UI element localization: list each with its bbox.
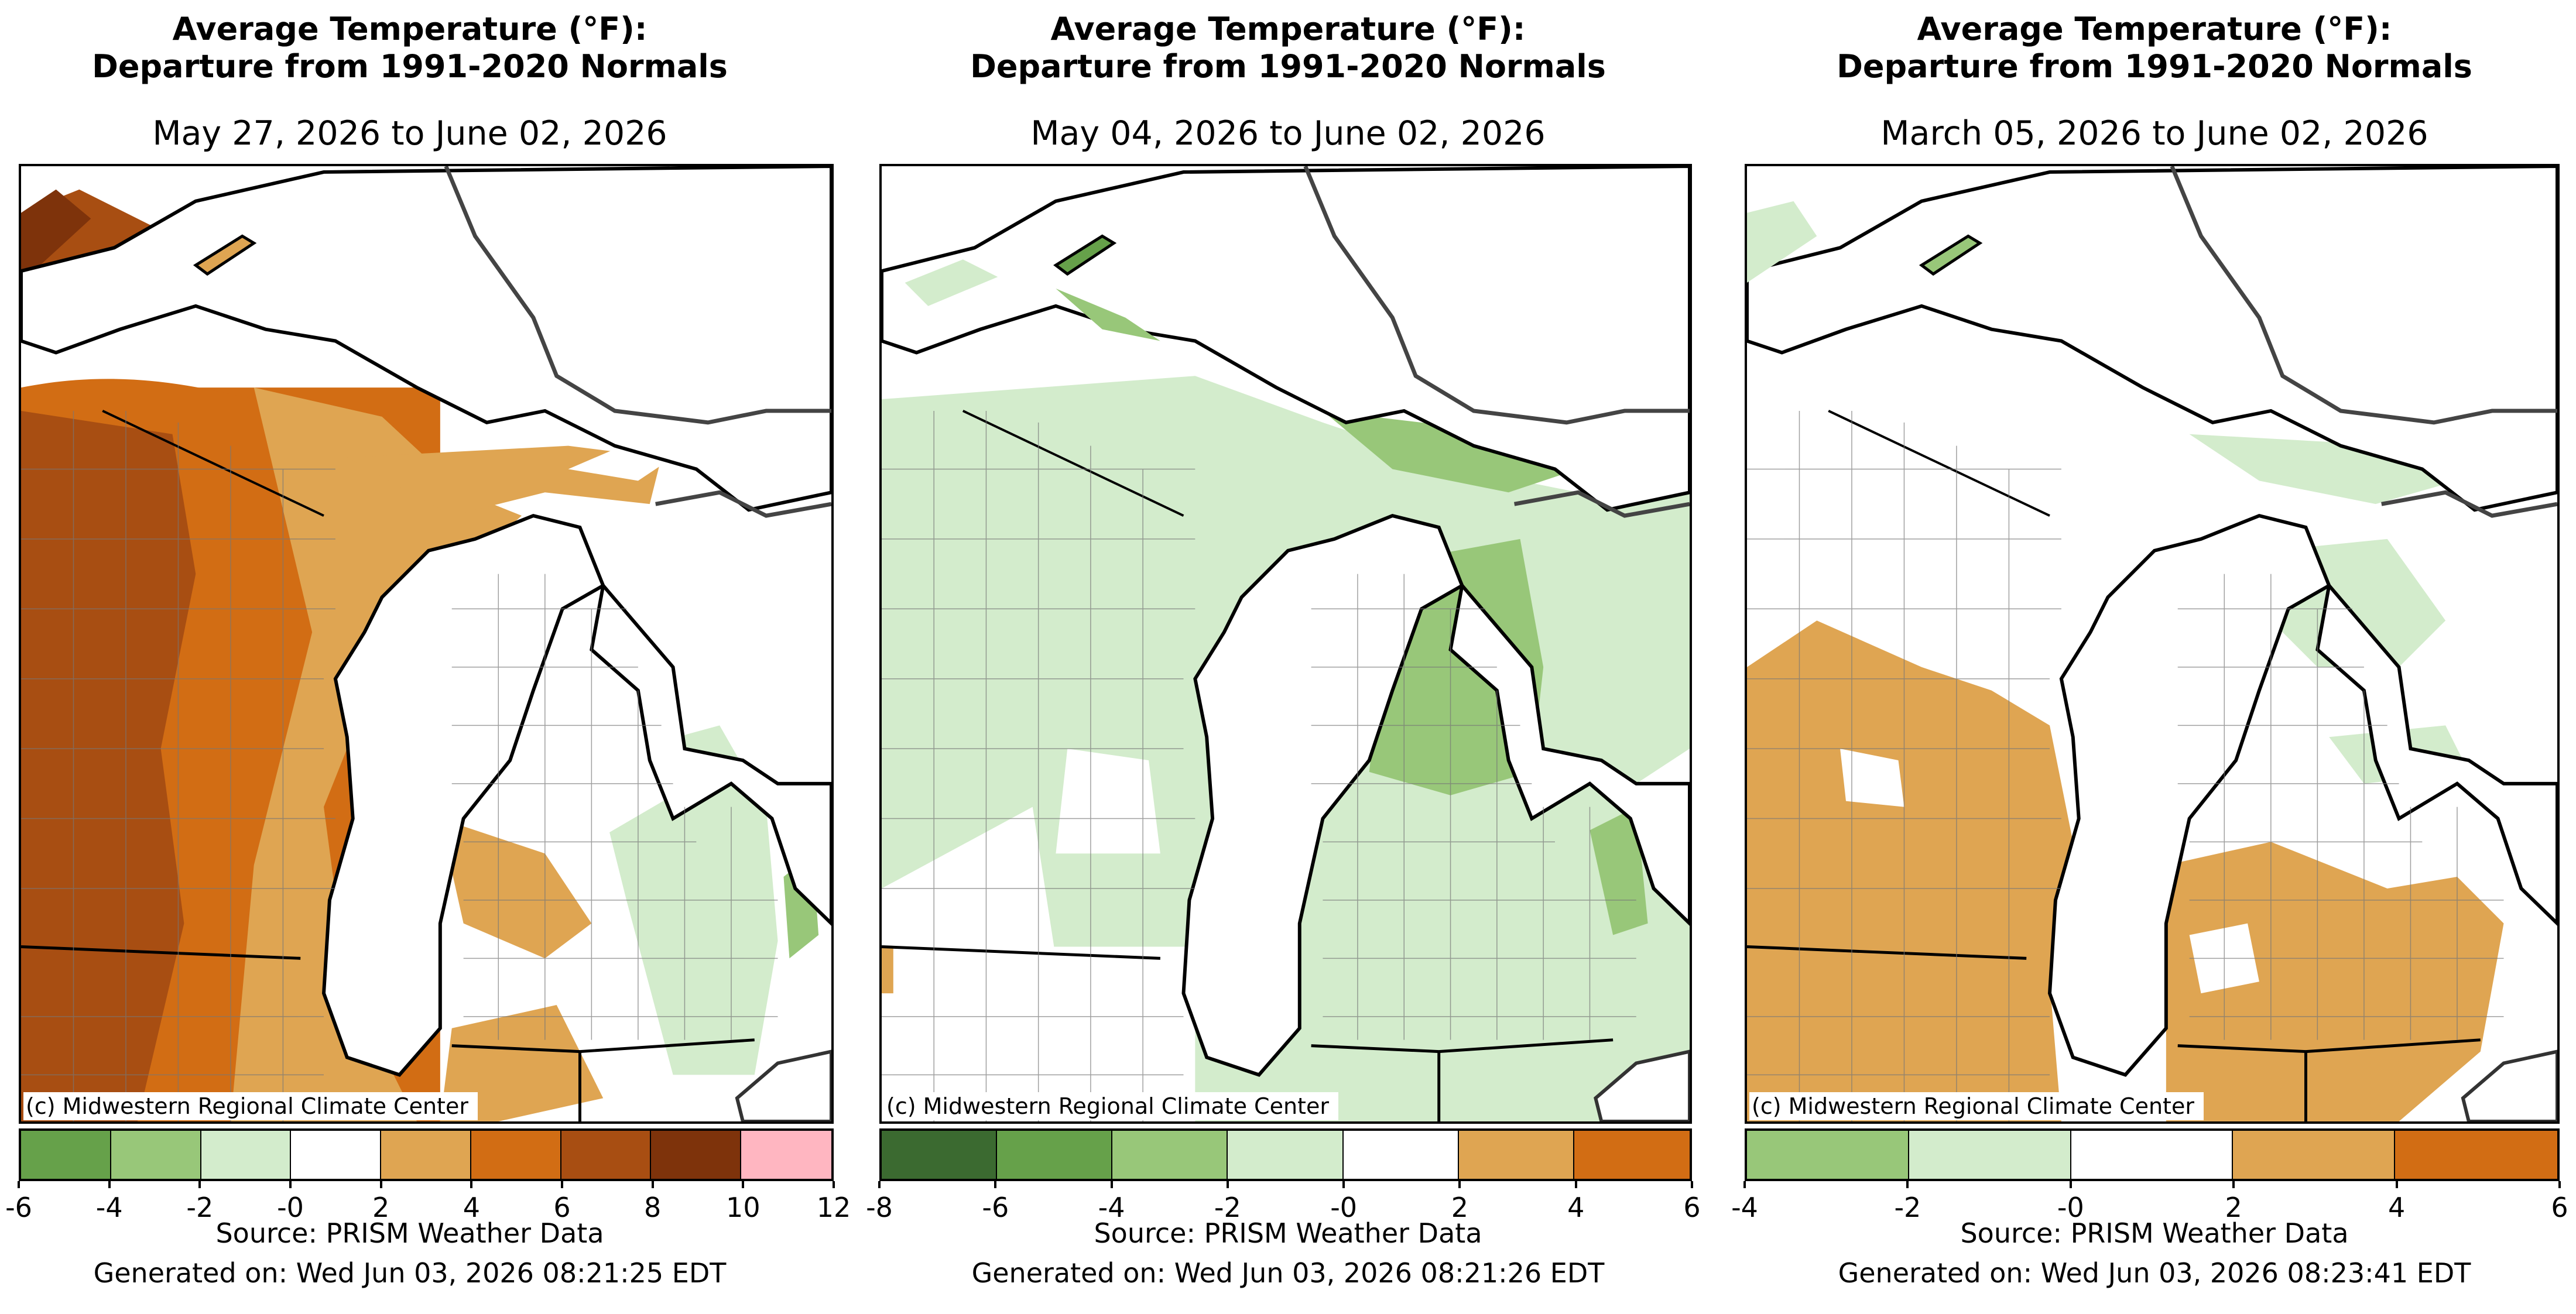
source-note: Source: PRISM Weather Data: [1094, 1217, 1482, 1249]
colorbar-tick-label: 6: [2551, 1192, 2568, 1223]
map-graphic: [1747, 166, 2557, 1121]
map-credit: (c) Midwestern Regional Climate Center: [884, 1092, 1338, 1120]
colorbar: [1745, 1128, 2560, 1181]
title-line-1: Average Temperature (°F):: [172, 11, 648, 47]
colorbar-tick-label: 6: [1683, 1192, 1701, 1223]
colorbar-ticks: -8 -6 -4 -2 -0 2 4 6: [866, 1181, 1701, 1228]
map-panel-3: Average Temperature (°F): Departure from…: [1731, 0, 2568, 1314]
generated-timestamp: Generated on: Wed Jun 03, 2026 08:23:41 …: [1838, 1257, 2471, 1289]
colorbar-segment: [471, 1131, 561, 1179]
colorbar-ticks: -6 -4 -2 -0 2 4 6 8 10 12: [5, 1181, 851, 1228]
colorbar-segment: [21, 1131, 111, 1179]
title-line-1: Average Temperature (°F):: [1917, 11, 2392, 47]
colorbar-segment: [201, 1131, 292, 1179]
date-range: May 27, 2026 to June 02, 2026: [152, 114, 667, 153]
colorbar-tick-label: -4: [95, 1192, 123, 1223]
colorbar-segment: [1747, 1131, 1909, 1179]
colorbar-segment: [2233, 1131, 2396, 1179]
title-line-1: Average Temperature (°F):: [1050, 11, 1526, 47]
colorbar-tick-label: -2: [1894, 1192, 1921, 1223]
map-credit: (c) Midwestern Regional Climate Center: [1749, 1092, 2204, 1120]
generated-timestamp: Generated on: Wed Jun 03, 2026 08:21:26 …: [971, 1257, 1605, 1289]
title-line-2: Departure from 1991-2020 Normals: [970, 48, 1606, 85]
colorbar-tick-label: -0: [277, 1192, 304, 1223]
colorbar-segment: [1112, 1131, 1228, 1179]
temperature-departure-map: (c) Midwestern Regional Climate Center: [879, 164, 1692, 1124]
colorbar-segment: [111, 1131, 201, 1179]
colorbar-tick-label: 4: [2387, 1192, 2406, 1223]
colorbar-segment: [2071, 1131, 2234, 1179]
colorbar-tick-label: 4: [1567, 1192, 1585, 1223]
colorbar: [879, 1128, 1692, 1181]
colorbar-segment: [882, 1131, 998, 1179]
panel-title: Average Temperature (°F): Departure from…: [878, 11, 1698, 85]
date-range: March 05, 2026 to June 02, 2026: [1880, 114, 2428, 153]
map-panel-2: Average Temperature (°F): Departure from…: [866, 0, 1701, 1314]
colorbar: [19, 1128, 834, 1181]
colorbar-segment: [997, 1131, 1113, 1179]
colorbar-segment: [1458, 1131, 1574, 1179]
source-note: Source: PRISM Weather Data: [1960, 1217, 2349, 1249]
colorbar-tick-label: 2: [2225, 1192, 2242, 1223]
colorbar-tick-label: -0: [2057, 1192, 2084, 1223]
colorbar-tick-label: -6: [982, 1192, 1009, 1223]
map-panel-1: Average Temperature (°F): Departure from…: [0, 0, 851, 1314]
colorbar-tick-label: 2: [1451, 1192, 1469, 1223]
colorbar-segment: [291, 1131, 382, 1179]
colorbar-tick-label: 10: [726, 1192, 761, 1223]
colorbar-segment: [741, 1131, 831, 1179]
colorbar-segment: [2395, 1131, 2557, 1179]
colorbar-tick-label: 6: [553, 1192, 571, 1223]
colorbar-segment: [561, 1131, 652, 1179]
colorbar-segment: [1343, 1131, 1459, 1179]
colorbar-segment: [1909, 1131, 2071, 1179]
colorbar-tick-label: 8: [644, 1192, 662, 1223]
map-graphic: [882, 166, 1690, 1121]
colorbar-ticks: -4 -2 -0 2 4 6: [1731, 1181, 2568, 1228]
generated-timestamp: Generated on: Wed Jun 03, 2026 08:21:25 …: [93, 1257, 727, 1289]
colorbar-segment: [381, 1131, 471, 1179]
panel-title: Average Temperature (°F): Departure from…: [0, 11, 820, 85]
colorbar-segment: [1574, 1131, 1690, 1179]
colorbar-tick-label: -2: [1214, 1192, 1241, 1223]
colorbar-tick-label: -6: [5, 1192, 32, 1223]
colorbar-tick-label: -2: [186, 1192, 214, 1223]
colorbar-segment: [651, 1131, 742, 1179]
panel-title: Average Temperature (°F): Departure from…: [1745, 11, 2564, 85]
colorbar-tick-label: -4: [1098, 1192, 1125, 1223]
colorbar-tick-label: -8: [866, 1192, 893, 1223]
colorbar-tick-label: -4: [1731, 1192, 1758, 1223]
colorbar-tick-label: 12: [816, 1192, 851, 1223]
colorbar-segment: [1228, 1131, 1344, 1179]
temperature-departure-map: (c) Midwestern Regional Climate Center: [19, 164, 834, 1124]
colorbar-tick-label: 2: [372, 1192, 390, 1223]
map-graphic: [21, 166, 831, 1121]
colorbar-tick-label: 4: [463, 1192, 480, 1223]
source-note: Source: PRISM Weather Data: [215, 1217, 604, 1249]
date-range: May 04, 2026 to June 02, 2026: [1030, 114, 1546, 153]
map-credit: (c) Midwestern Regional Climate Center: [23, 1092, 478, 1120]
temperature-departure-map: (c) Midwestern Regional Climate Center: [1745, 164, 2560, 1124]
title-line-2: Departure from 1991-2020 Normals: [1837, 48, 2472, 85]
title-line-2: Departure from 1991-2020 Normals: [92, 48, 728, 85]
colorbar-tick-label: -0: [1330, 1192, 1358, 1223]
